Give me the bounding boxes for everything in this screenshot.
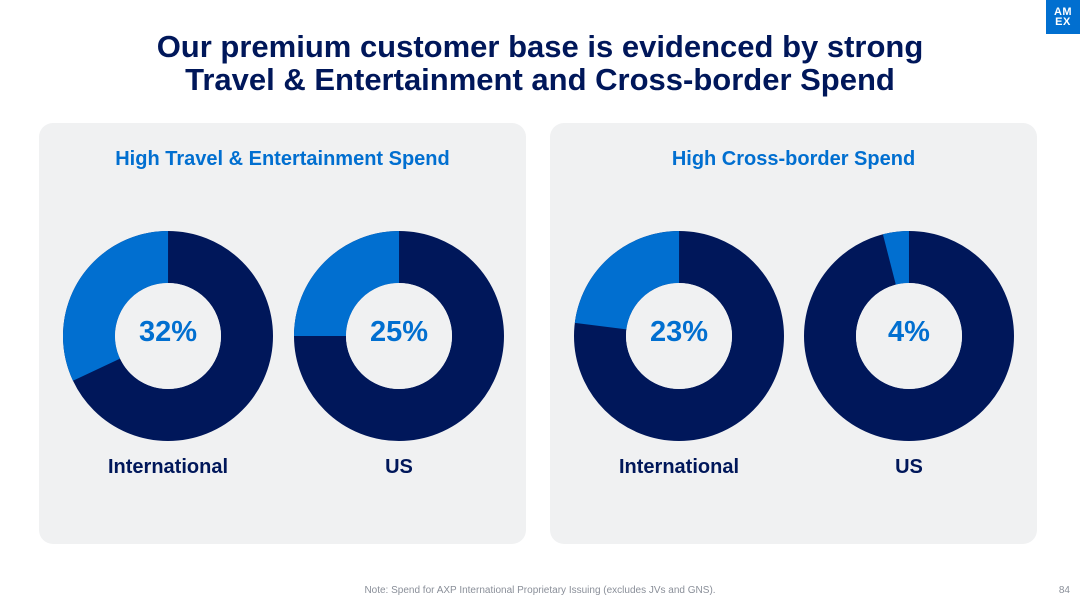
donut-label: US xyxy=(385,456,413,478)
donut-hole xyxy=(346,283,452,389)
donut-hole xyxy=(626,283,732,389)
logo-line-1: AM xyxy=(1053,6,1073,18)
panel-title: High Cross-border Spend xyxy=(671,148,916,170)
donut-highlight-segment xyxy=(804,231,1014,441)
donut-chart-international: 32% xyxy=(63,231,273,441)
donut-svg xyxy=(804,231,1014,441)
donut-value: 32% xyxy=(138,316,198,348)
donut-value: 23% xyxy=(649,316,709,348)
donut-highlight-segment xyxy=(294,231,504,441)
title-line-1: Our premium customer base is evidenced b… xyxy=(156,29,924,64)
donut-chart-us: 25% xyxy=(294,231,504,441)
cross-border-panel: High Cross-border Spend 23% Internationa… xyxy=(550,123,1037,544)
donut-hole xyxy=(856,283,962,389)
logo-line-2: EX xyxy=(1055,16,1071,28)
title-line-2: Travel & Entertainment and Cross-border … xyxy=(185,62,895,97)
page-number: 84 xyxy=(1058,585,1070,596)
donut-svg xyxy=(63,231,273,441)
donut-chart-us: 4% xyxy=(804,231,1014,441)
donut-label: International xyxy=(618,456,739,478)
panel-title: High Travel & Entertainment Spend xyxy=(115,148,450,170)
slide-title: Our premium customer base is evidenced b… xyxy=(0,30,1080,96)
donut-label: US xyxy=(895,456,923,478)
donut-value: 25% xyxy=(369,316,429,348)
donut-svg xyxy=(294,231,504,441)
travel-entertainment-panel: High Travel & Entertainment Spend 32% In… xyxy=(39,123,526,544)
donut-remainder-segment xyxy=(804,231,1014,441)
amex-logo: AM EX xyxy=(1046,0,1080,34)
donut-chart-international: 23% xyxy=(574,231,784,441)
donut-svg xyxy=(574,231,784,441)
donut-value: 4% xyxy=(888,316,930,348)
donut-hole xyxy=(115,283,221,389)
donut-label: International xyxy=(107,456,228,478)
footnote: Note: Spend for AXP International Propri… xyxy=(364,585,716,596)
